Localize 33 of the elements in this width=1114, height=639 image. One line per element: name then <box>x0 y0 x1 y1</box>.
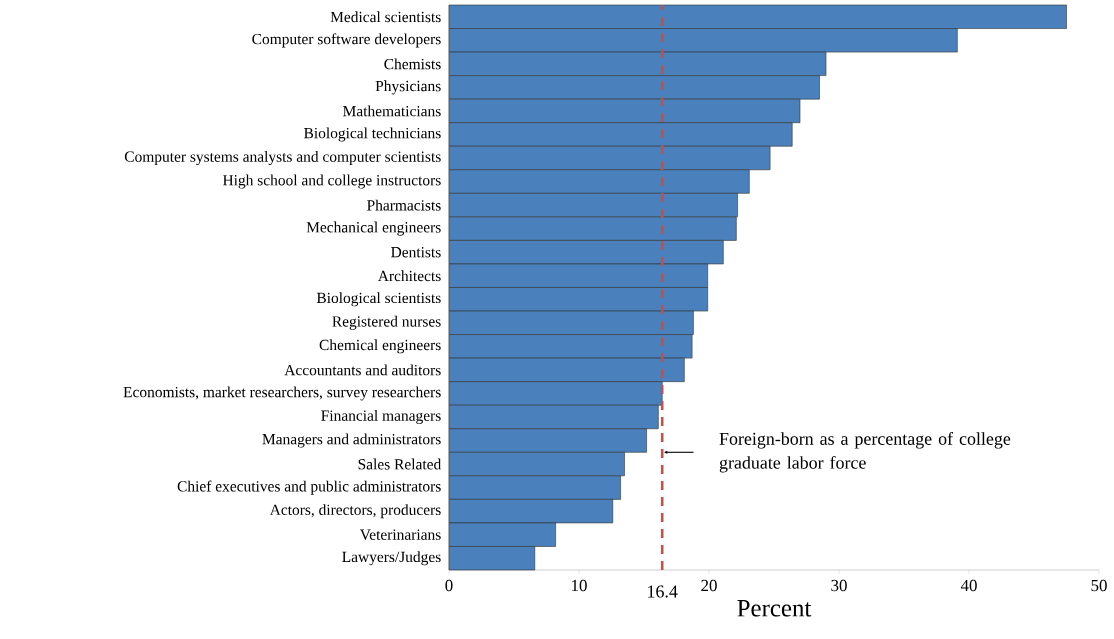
y-tick-label: Managers and administrators <box>262 433 441 448</box>
y-tick-label: High school and college instructors <box>222 174 441 189</box>
y-tick-label: Medical scientists <box>330 11 441 23</box>
y-tick-label: Veterinarians <box>359 529 441 540</box>
x-tick-label: 50 <box>1091 579 1107 592</box>
y-tick-label: Biological technicians <box>304 127 441 142</box>
y-tick-label: Chief executives and public administrators <box>177 480 441 495</box>
y-tick-label: Computer systems analysts and computer scientists <box>124 150 441 166</box>
x-tick-label: 10 <box>572 579 587 592</box>
y-tick-label: Chemical engineers <box>319 339 441 354</box>
y-tick-label: Accountants and auditors <box>284 364 441 376</box>
y-tick-label: Sales Related <box>358 458 442 470</box>
x-tick-label: 0 <box>445 579 453 592</box>
y-tick-label: Dentists <box>391 247 441 258</box>
x-tick-label: 40 <box>960 579 977 592</box>
y-tick-label: Economists, market researchers, survey researchers <box>123 386 441 401</box>
y-tick-label: Computer software developers <box>252 33 441 48</box>
ref-line-label: 16.4 <box>648 585 678 598</box>
x-axis-title: Percent <box>737 600 812 617</box>
y-tick-label: Chemists <box>384 58 441 70</box>
y-tick-label: Actors, directors, producers <box>269 504 441 519</box>
x-tick-label: 30 <box>831 579 847 592</box>
y-tick-label: Mechanical engineers <box>306 221 441 236</box>
y-tick-label: Biological scientists <box>316 292 441 307</box>
annotation: Foreign-born as a percentage of college graduate labor force <box>719 432 1011 473</box>
y-tick-label: Architects <box>377 270 441 282</box>
x-tick-label: 20 <box>701 579 717 592</box>
y-tick-label: Financial managers <box>321 409 441 424</box>
y-tick-label: Lawyers/Judges <box>342 551 441 566</box>
y-tick-label: Physicians <box>375 80 441 95</box>
y-tick-label: Pharmacists <box>367 199 441 211</box>
y-tick-label: Mathematicians <box>343 105 441 117</box>
y-tick-label: Registered nurses <box>332 315 441 330</box>
